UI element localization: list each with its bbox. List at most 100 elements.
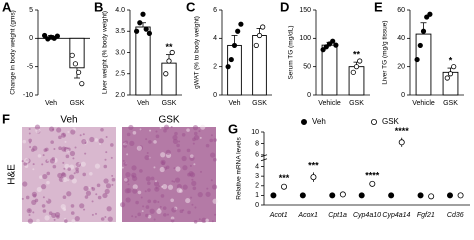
data-point [330, 38, 336, 44]
tissue-texture [103, 164, 108, 169]
x-tick-label: GSK [70, 100, 85, 107]
y-tick-label: 50 [303, 64, 311, 71]
y-tick-label: 6 [255, 152, 259, 159]
tissue-texture [201, 217, 207, 223]
tissue-texture [142, 205, 145, 208]
tissue-texture [123, 144, 127, 148]
data-point [238, 21, 244, 27]
panel-letter: B [94, 0, 103, 14]
tissue-texture [42, 209, 47, 213]
tissue-texture [171, 207, 177, 213]
data-point [451, 64, 457, 70]
tissue-texture [127, 183, 130, 186]
tissue-texture [48, 211, 53, 216]
tissue-texture [182, 165, 188, 171]
y-tick-label: 4.0 [115, 7, 125, 14]
x-tick-label: Veh [45, 100, 57, 107]
legend-label: GSK [382, 117, 400, 126]
tissue-texture [104, 188, 110, 195]
data-point [137, 20, 143, 26]
tissue-texture [159, 205, 162, 208]
tissue-texture [121, 166, 124, 169]
tissue-texture [210, 179, 213, 182]
tissue-texture [39, 175, 43, 179]
tissue-texture [69, 150, 76, 157]
tissue-texture [46, 198, 49, 201]
y-axis-label: Serum TG (mg/dL) [288, 25, 295, 79]
y-tick-label: 4 [255, 163, 259, 170]
tissue-texture [110, 143, 114, 147]
tissue-texture [205, 191, 211, 197]
tissue-texture [176, 187, 182, 193]
tissue-texture [214, 213, 217, 216]
tissue-texture [149, 129, 152, 132]
panel-letter: F [2, 111, 10, 126]
significance: ** [353, 50, 361, 60]
tissue-texture [205, 143, 210, 148]
y-axis-label: Relative mRNA levels [236, 137, 243, 200]
tissue-texture [46, 180, 50, 185]
tissue-texture [111, 174, 114, 177]
tissue-texture [139, 169, 143, 173]
tissue-texture [62, 176, 68, 183]
tissue-texture [68, 174, 75, 180]
tissue-texture [34, 124, 41, 130]
data-point [235, 28, 241, 34]
significance: *** [308, 161, 319, 171]
tissue-texture [163, 124, 170, 130]
tissue-texture [67, 179, 70, 182]
data-point [333, 42, 339, 48]
data-point [326, 41, 333, 47]
y-axis-label: Liver TG (mg/g tissue) [382, 20, 389, 84]
panel-letter: E [374, 0, 383, 14]
tissue-texture [66, 191, 72, 197]
tissue-texture [53, 148, 56, 151]
tissue-texture [110, 156, 113, 159]
data-point [69, 52, 75, 58]
tissue-texture [179, 209, 184, 214]
tissue-texture [41, 184, 47, 190]
tissue-texture [155, 130, 158, 133]
tissue-texture [157, 201, 160, 204]
data-point [369, 180, 376, 187]
tissue-texture [131, 215, 134, 218]
significance: ** [165, 42, 173, 52]
histology-image [122, 127, 216, 222]
x-tick-label: GSK [252, 100, 267, 107]
data-point [281, 183, 288, 190]
x-tick-label: Acot1 [269, 212, 288, 219]
panel-letter: D [280, 0, 289, 14]
y-tick-label: 60 [397, 7, 405, 14]
tissue-texture [70, 211, 75, 215]
tissue-texture [36, 186, 42, 193]
tissue-texture [46, 171, 51, 176]
data-point [310, 174, 317, 181]
data-point [76, 69, 82, 75]
tissue-texture [200, 124, 206, 130]
y-tick-label: 100 [299, 35, 311, 42]
tissue-texture [32, 163, 35, 166]
tissue-texture [132, 131, 137, 135]
tissue-texture [170, 218, 175, 223]
data-point [140, 11, 146, 17]
tissue-texture [137, 212, 142, 217]
tissue-texture [174, 131, 178, 136]
tissue-texture [212, 198, 218, 204]
tissue-texture [63, 167, 66, 170]
data-point [134, 28, 140, 34]
y-axis-label: gWAT (% to body weight) [194, 16, 201, 89]
tissue-texture [97, 195, 102, 200]
significance: **** [395, 126, 410, 136]
data-point [457, 192, 464, 199]
y-tick-label: 0 [401, 92, 405, 99]
y-tick-label: -10 [23, 92, 33, 99]
tissue-texture [145, 213, 149, 218]
tissue-texture [153, 140, 157, 144]
tissue-texture [147, 199, 152, 204]
tissue-texture [36, 218, 40, 223]
image-label: Veh [60, 115, 77, 126]
tissue-texture [123, 178, 128, 182]
data-point [350, 69, 356, 75]
tissue-texture [88, 186, 91, 189]
tissue-texture [193, 163, 196, 166]
